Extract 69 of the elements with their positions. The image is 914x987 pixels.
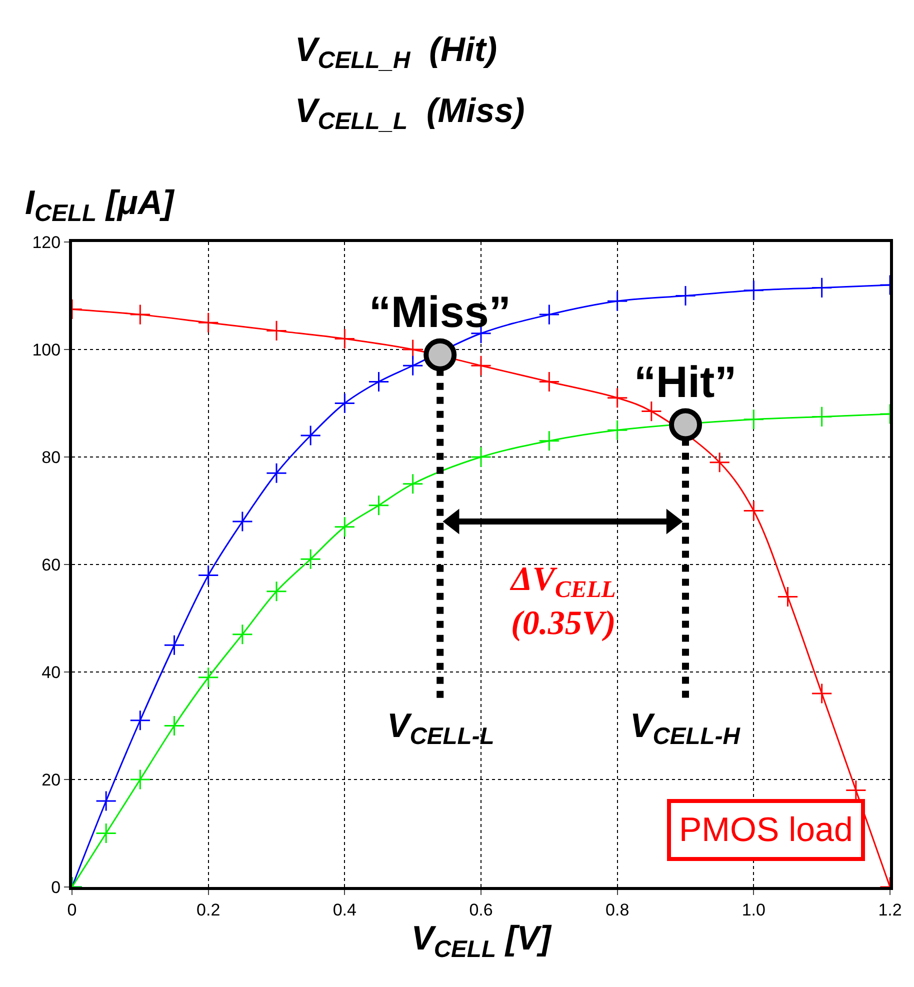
point: [334, 328, 356, 350]
x-axis-title: V$_{CELL}$ [V]: [411, 920, 552, 963]
point: [198, 312, 219, 334]
point: [334, 392, 356, 414]
point: [811, 277, 832, 298]
y-tick-label: 100: [32, 340, 61, 360]
y-tick-label: 20: [42, 770, 61, 790]
point: [640, 400, 662, 422]
point: [130, 768, 151, 790]
point: [130, 710, 151, 731]
annotation: V$_{CELL-H}$: [630, 707, 741, 750]
point: [300, 424, 322, 446]
point: [368, 494, 390, 516]
y-tick-label: 80: [42, 448, 61, 467]
point: [538, 371, 560, 392]
point: [606, 387, 628, 408]
point: [198, 666, 219, 688]
point: [232, 510, 253, 532]
annotation: PMOS load: [679, 811, 853, 849]
point: [845, 780, 866, 801]
point: [709, 452, 730, 473]
point: [743, 280, 764, 301]
y-axis-title: I$_{CELL}$ [μA]: [25, 184, 176, 228]
y-tick-label: 120: [32, 232, 61, 252]
point: [130, 304, 151, 326]
point: [674, 285, 696, 306]
point: [606, 420, 628, 441]
point: [334, 516, 356, 538]
annotation: “Hit”: [634, 358, 737, 407]
y-tick-label: 40: [42, 662, 61, 682]
y-tick-label: 60: [42, 555, 61, 574]
x-tick-label: 0.4: [332, 900, 356, 920]
point: [300, 548, 322, 570]
x-tick-label: 0.8: [606, 900, 630, 920]
point: [470, 446, 492, 468]
point: [266, 462, 288, 484]
point: [368, 371, 390, 392]
point: [198, 564, 219, 586]
x-tick-label: 0: [67, 900, 77, 920]
x-tick-label: 1.0: [742, 900, 766, 920]
annotation: ΔV$_{CELL}$ (0.35V): [509, 561, 616, 642]
point: [538, 430, 560, 452]
point: [811, 406, 832, 428]
point: [538, 304, 560, 326]
point: [743, 408, 764, 430]
point: [96, 822, 117, 844]
point: [232, 624, 253, 645]
point: [424, 338, 457, 372]
point: [266, 580, 288, 602]
x-tick-label: 0.2: [196, 900, 220, 920]
point: [470, 355, 492, 376]
point: [402, 473, 424, 494]
annotation: V$_{CELL-L}$: [387, 707, 494, 750]
annotation: “Miss”: [369, 288, 511, 337]
point: [606, 290, 628, 312]
point: [266, 320, 288, 342]
point: [402, 355, 424, 376]
point: [96, 790, 117, 812]
text: V$_{CELL_L}$ (Miss): [295, 92, 525, 136]
point: [777, 586, 798, 608]
x-tick-label: 0.6: [469, 900, 493, 920]
point: [669, 408, 702, 442]
y-tick-label: 0: [51, 878, 61, 897]
point: [743, 500, 764, 522]
text: V$_{CELL_H}$ (Hit): [295, 31, 498, 74]
x-tick-label: 1.2: [878, 900, 902, 920]
point: [811, 682, 832, 704]
point: [164, 715, 185, 736]
point: [164, 634, 185, 656]
